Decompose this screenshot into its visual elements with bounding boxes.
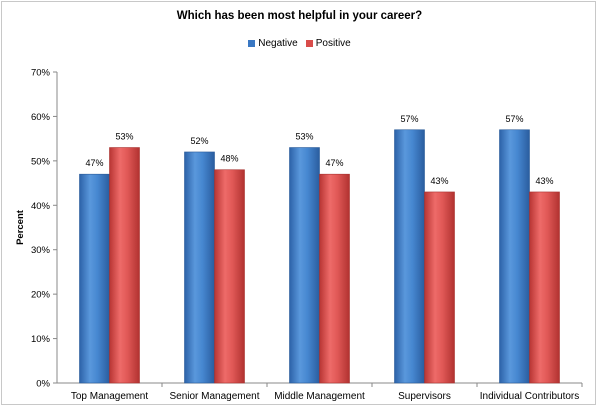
- x-tick-label: Middle Management: [274, 391, 365, 402]
- data-label-positive: 43%: [430, 176, 448, 186]
- data-label-negative: 57%: [505, 114, 523, 124]
- legend-swatch-negative: [248, 40, 256, 47]
- y-axis-label: Percent: [15, 209, 26, 245]
- x-tick-label: Senior Management: [169, 391, 259, 402]
- labels: Top Management 47% 53% Senior Management 52%…: [71, 114, 579, 402]
- bar-negative: [184, 151, 215, 384]
- y-tick-label: 70%: [31, 68, 51, 79]
- y-tick-label: 40%: [31, 201, 51, 212]
- data-label-positive: 48%: [220, 154, 238, 164]
- legend: Negative Positive: [0, 38, 599, 49]
- y-tick-label: 50%: [31, 156, 51, 167]
- x-tick-label: Supervisors: [398, 391, 451, 402]
- data-label-negative: 57%: [400, 114, 418, 124]
- x-tick-label: Top Management: [71, 391, 148, 402]
- legend-label-positive: Positive: [315, 38, 351, 49]
- y-tick-label: 0%: [36, 379, 50, 390]
- data-label-positive: 43%: [535, 176, 553, 186]
- y-tick-label: 60%: [31, 112, 51, 123]
- x-tick-label: Individual Contributors: [480, 391, 580, 402]
- chart-title: Which has been most helpful in your care…: [176, 10, 423, 22]
- bar-positive: [214, 169, 245, 384]
- bar-negative: [394, 129, 425, 384]
- data-label-negative: 47%: [85, 158, 103, 168]
- bars: [79, 129, 560, 384]
- bar-positive: [529, 191, 560, 384]
- legend-item-negative: Negative: [248, 38, 298, 49]
- y-tick-label: 10%: [31, 334, 51, 345]
- bar-positive: [319, 173, 350, 384]
- legend-swatch-positive: [305, 40, 313, 47]
- bar-negative: [79, 173, 110, 384]
- legend-label-negative: Negative: [258, 38, 298, 49]
- data-label-positive: 47%: [325, 158, 343, 168]
- y-tick-label: 20%: [31, 290, 51, 301]
- data-label-negative: 52%: [190, 136, 208, 146]
- data-label-negative: 53%: [295, 132, 313, 142]
- bar-negative: [289, 147, 320, 384]
- y-tick-label: 30%: [31, 245, 51, 256]
- bar-positive: [424, 191, 455, 384]
- bar-positive: [109, 147, 140, 384]
- legend-item-positive: Positive: [305, 38, 351, 49]
- bar-negative: [499, 129, 530, 384]
- data-label-positive: 53%: [115, 132, 133, 142]
